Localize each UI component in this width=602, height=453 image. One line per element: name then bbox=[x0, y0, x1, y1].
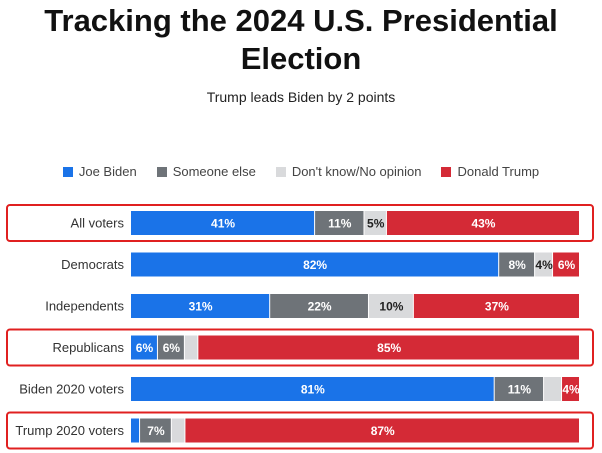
bar-segment-someone-else bbox=[270, 294, 368, 318]
bar-segment-someone-else bbox=[140, 418, 171, 443]
data-label: 6% bbox=[558, 258, 576, 272]
data-label: 11% bbox=[328, 217, 352, 231]
data-label: 10% bbox=[379, 300, 403, 314]
legend-swatch-dont-know bbox=[275, 166, 286, 177]
bar-segment-don-t-know-no-opinion bbox=[184, 335, 198, 360]
bar-segment-someone-else bbox=[157, 335, 184, 360]
chart-subtitle: Trump leads Biden by 2 points bbox=[206, 89, 396, 105]
data-label: 7% bbox=[147, 424, 165, 438]
data-label: 82% bbox=[303, 258, 327, 272]
category-label: Independents bbox=[45, 299, 124, 314]
legend-label: Joe Biden bbox=[78, 164, 137, 179]
highlight-box bbox=[6, 204, 594, 242]
bar-segment-donald-trump bbox=[413, 294, 579, 318]
category-label: All voters bbox=[71, 216, 125, 231]
legend-item-dont-know: Don't know/No opinion bbox=[275, 164, 422, 179]
legend-item-joe-biden: Joe Biden bbox=[62, 164, 137, 179]
data-label: 43% bbox=[471, 217, 495, 231]
bar-segment-donald-trump bbox=[185, 418, 579, 443]
legend-label: Someone else bbox=[172, 164, 256, 179]
legend-item-donald-trump: Donald Trump bbox=[441, 164, 539, 179]
data-label: 11% bbox=[508, 383, 532, 397]
category-label: Biden 2020 voters bbox=[19, 382, 124, 397]
data-label: 6% bbox=[136, 341, 154, 355]
chart-legend: Joe Biden Someone else Don't know/No opi… bbox=[0, 164, 602, 179]
bar-segment-joe-biden bbox=[131, 252, 499, 277]
data-label: 4% bbox=[562, 383, 580, 397]
data-label: 37% bbox=[485, 300, 509, 314]
category-label: Democrats bbox=[61, 257, 124, 272]
data-label: 22% bbox=[308, 300, 332, 314]
legend-swatch-someone-else bbox=[156, 166, 167, 177]
bar-segment-donald-trump bbox=[198, 335, 579, 360]
bar-segment-don-t-know-no-opinion bbox=[171, 418, 185, 443]
legend-label: Donald Trump bbox=[457, 164, 540, 179]
bar-segment-don-t-know-no-opinion bbox=[544, 377, 562, 401]
data-label: 4% bbox=[535, 258, 553, 272]
bar-segment-don-t-know-no-opinion bbox=[368, 294, 413, 318]
bar-segment-donald-trump bbox=[386, 211, 579, 235]
data-label: 85% bbox=[377, 341, 401, 355]
bar-segment-someone-else bbox=[499, 252, 535, 277]
bar-segment-joe-biden bbox=[131, 211, 315, 235]
highlight-box bbox=[6, 328, 594, 367]
data-label: 5% bbox=[367, 217, 385, 231]
bar-segment-someone-else bbox=[494, 377, 544, 401]
chart-title: Tracking the 2024 U.S. Presidential Elect… bbox=[0, 2, 602, 78]
bar-segment-joe-biden bbox=[131, 377, 494, 401]
bar-segment-joe-biden bbox=[131, 418, 140, 443]
legend-swatch-joe-biden bbox=[62, 166, 73, 177]
data-label: 6% bbox=[163, 341, 181, 355]
bar-segment-don-t-know-no-opinion bbox=[535, 252, 553, 277]
data-label: 8% bbox=[508, 258, 526, 272]
bar-segment-someone-else bbox=[315, 211, 364, 235]
legend-swatch-donald-trump bbox=[441, 166, 452, 177]
bar-segment-donald-trump bbox=[562, 377, 579, 401]
bar-segment-donald-trump bbox=[553, 252, 579, 277]
data-label: 87% bbox=[371, 424, 395, 438]
bar-segment-joe-biden bbox=[131, 335, 157, 360]
bar-segment-joe-biden bbox=[131, 294, 270, 318]
legend-label: Don't know/No opinion bbox=[291, 164, 422, 179]
bar-segment-don-t-know-no-opinion bbox=[364, 211, 386, 235]
chart-title-line: Election bbox=[240, 41, 362, 76]
highlight-box bbox=[6, 411, 594, 450]
data-label: 81% bbox=[301, 383, 325, 397]
legend-item-someone-else: Someone else bbox=[156, 164, 256, 179]
category-label: Republicans bbox=[52, 340, 124, 355]
category-label: Trump 2020 voters bbox=[15, 423, 124, 438]
data-label: 31% bbox=[189, 300, 213, 314]
data-label: 41% bbox=[211, 217, 235, 231]
chart-title-line: Tracking the 2024 U.S. Presidential bbox=[44, 3, 558, 38]
